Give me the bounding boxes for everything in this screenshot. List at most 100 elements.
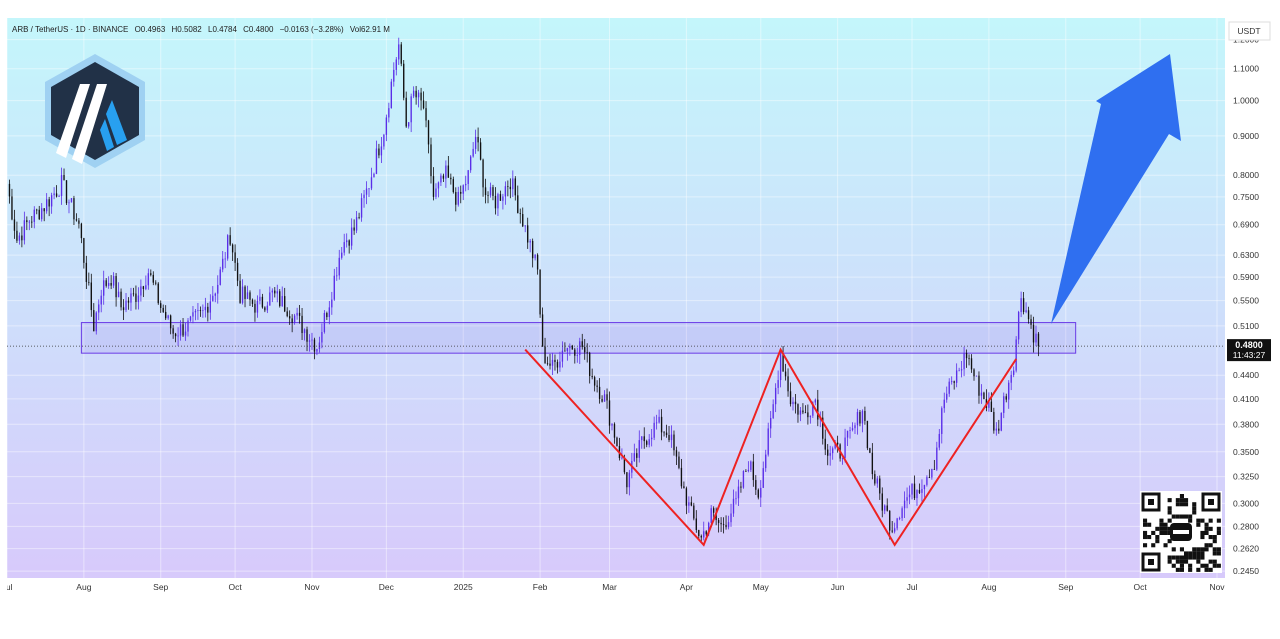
candles bbox=[8, 37, 1040, 543]
candle-body bbox=[288, 316, 291, 319]
candle-body bbox=[11, 196, 13, 220]
candle-body bbox=[509, 186, 512, 190]
candle-body bbox=[569, 345, 571, 349]
qr-cell bbox=[1159, 526, 1164, 531]
candle-body bbox=[45, 199, 48, 212]
qr-cell bbox=[1204, 547, 1209, 552]
candle-body bbox=[978, 375, 980, 396]
chart-area[interactable]: 1.20001.10001.00000.90000.80000.75000.69… bbox=[7, 18, 1275, 598]
qr-cell bbox=[1188, 563, 1193, 568]
candle-body bbox=[187, 320, 189, 332]
candle-body bbox=[422, 100, 425, 109]
candle-body bbox=[708, 522, 710, 535]
time-axis-panel[interactable] bbox=[7, 578, 1225, 598]
candle-body bbox=[83, 238, 85, 263]
candle-body bbox=[482, 159, 484, 188]
candle-body bbox=[53, 193, 55, 196]
candle-body bbox=[812, 402, 814, 416]
candle-body bbox=[660, 416, 663, 433]
candle-body bbox=[596, 385, 598, 387]
candle-body bbox=[1008, 382, 1010, 400]
candle-body bbox=[115, 276, 117, 298]
candle-body bbox=[502, 196, 504, 201]
time-tick-label: Aug bbox=[76, 582, 91, 592]
candle-body bbox=[479, 142, 482, 160]
candle-body bbox=[477, 136, 479, 143]
candle-body bbox=[103, 280, 105, 296]
candle-body bbox=[589, 352, 591, 376]
bullish-arrow bbox=[1051, 54, 1181, 324]
candle-body bbox=[368, 188, 370, 190]
candle-body bbox=[494, 195, 497, 209]
candle-body bbox=[226, 235, 229, 259]
price-tick-label: 0.3800 bbox=[1233, 419, 1259, 429]
candle-body bbox=[70, 198, 73, 203]
candle-body bbox=[866, 420, 869, 449]
candle-body bbox=[593, 377, 596, 386]
candle-body bbox=[747, 469, 750, 472]
candle-body bbox=[231, 244, 234, 253]
candle-body bbox=[638, 440, 640, 458]
candle-body bbox=[831, 448, 834, 454]
candle-body bbox=[365, 188, 368, 195]
price-tick-label: 0.5500 bbox=[1233, 296, 1259, 306]
time-tick-label: Jul bbox=[7, 582, 13, 592]
candle-body bbox=[990, 401, 993, 412]
candle-body bbox=[390, 81, 393, 109]
candle-body bbox=[112, 276, 115, 286]
candle-body bbox=[973, 369, 975, 377]
currency-label[interactable]: USDT bbox=[1228, 21, 1271, 41]
candle-body bbox=[767, 428, 769, 455]
price-axis-panel[interactable] bbox=[1225, 18, 1275, 598]
candle-body bbox=[591, 375, 593, 378]
candle-body bbox=[859, 411, 861, 424]
qr-cell bbox=[1155, 526, 1160, 531]
candle-body bbox=[943, 399, 945, 409]
qr-cell bbox=[1179, 498, 1184, 503]
time-tick-label: Sep bbox=[153, 582, 168, 592]
qr-cell bbox=[1167, 526, 1172, 531]
arbitrum-logo bbox=[45, 54, 145, 168]
candle-body bbox=[680, 467, 683, 487]
candle-body bbox=[936, 447, 938, 470]
candle-body bbox=[492, 187, 494, 196]
candle-body bbox=[90, 282, 92, 311]
candle-body bbox=[21, 235, 23, 241]
candle-body bbox=[757, 489, 759, 498]
candle-body bbox=[420, 92, 422, 101]
price-tick-label: 1.1000 bbox=[1233, 64, 1259, 74]
candle-body bbox=[172, 328, 174, 334]
candle-body bbox=[616, 437, 618, 447]
candle-body bbox=[717, 520, 720, 523]
qr-cell bbox=[1143, 518, 1148, 523]
price-tick-label: 0.4100 bbox=[1233, 394, 1259, 404]
candle-body bbox=[246, 292, 249, 299]
candle-body bbox=[182, 324, 184, 336]
candle-body bbox=[755, 480, 757, 490]
candle-body bbox=[886, 505, 888, 511]
qr-cell bbox=[1171, 514, 1176, 519]
candle-body bbox=[663, 432, 665, 434]
time-tick-label: 2025 bbox=[454, 582, 473, 592]
candle-body bbox=[792, 401, 794, 405]
qr-cell bbox=[1143, 535, 1148, 540]
candle-body bbox=[142, 286, 145, 290]
candle-body bbox=[975, 375, 978, 377]
candle-body bbox=[1022, 298, 1025, 312]
candle-body bbox=[636, 453, 638, 458]
qr-cell bbox=[1216, 547, 1221, 552]
candle-body bbox=[73, 198, 75, 220]
price-chart[interactable]: 1.20001.10001.00000.90000.80000.75000.69… bbox=[7, 18, 1275, 598]
low-value: 0.4784 bbox=[212, 25, 237, 34]
candle-body bbox=[137, 295, 140, 302]
qr-cell bbox=[1151, 530, 1156, 535]
candle-body bbox=[264, 307, 266, 311]
qr-cell bbox=[1192, 551, 1197, 556]
price-tick-label: 1.0000 bbox=[1233, 96, 1259, 106]
price-tick-label: 0.5900 bbox=[1233, 272, 1259, 282]
candle-body bbox=[338, 257, 340, 276]
candle-body bbox=[18, 235, 21, 241]
qr-cell bbox=[1175, 514, 1180, 519]
price-tick-label: 0.3500 bbox=[1233, 447, 1259, 457]
candle-body bbox=[958, 370, 960, 372]
